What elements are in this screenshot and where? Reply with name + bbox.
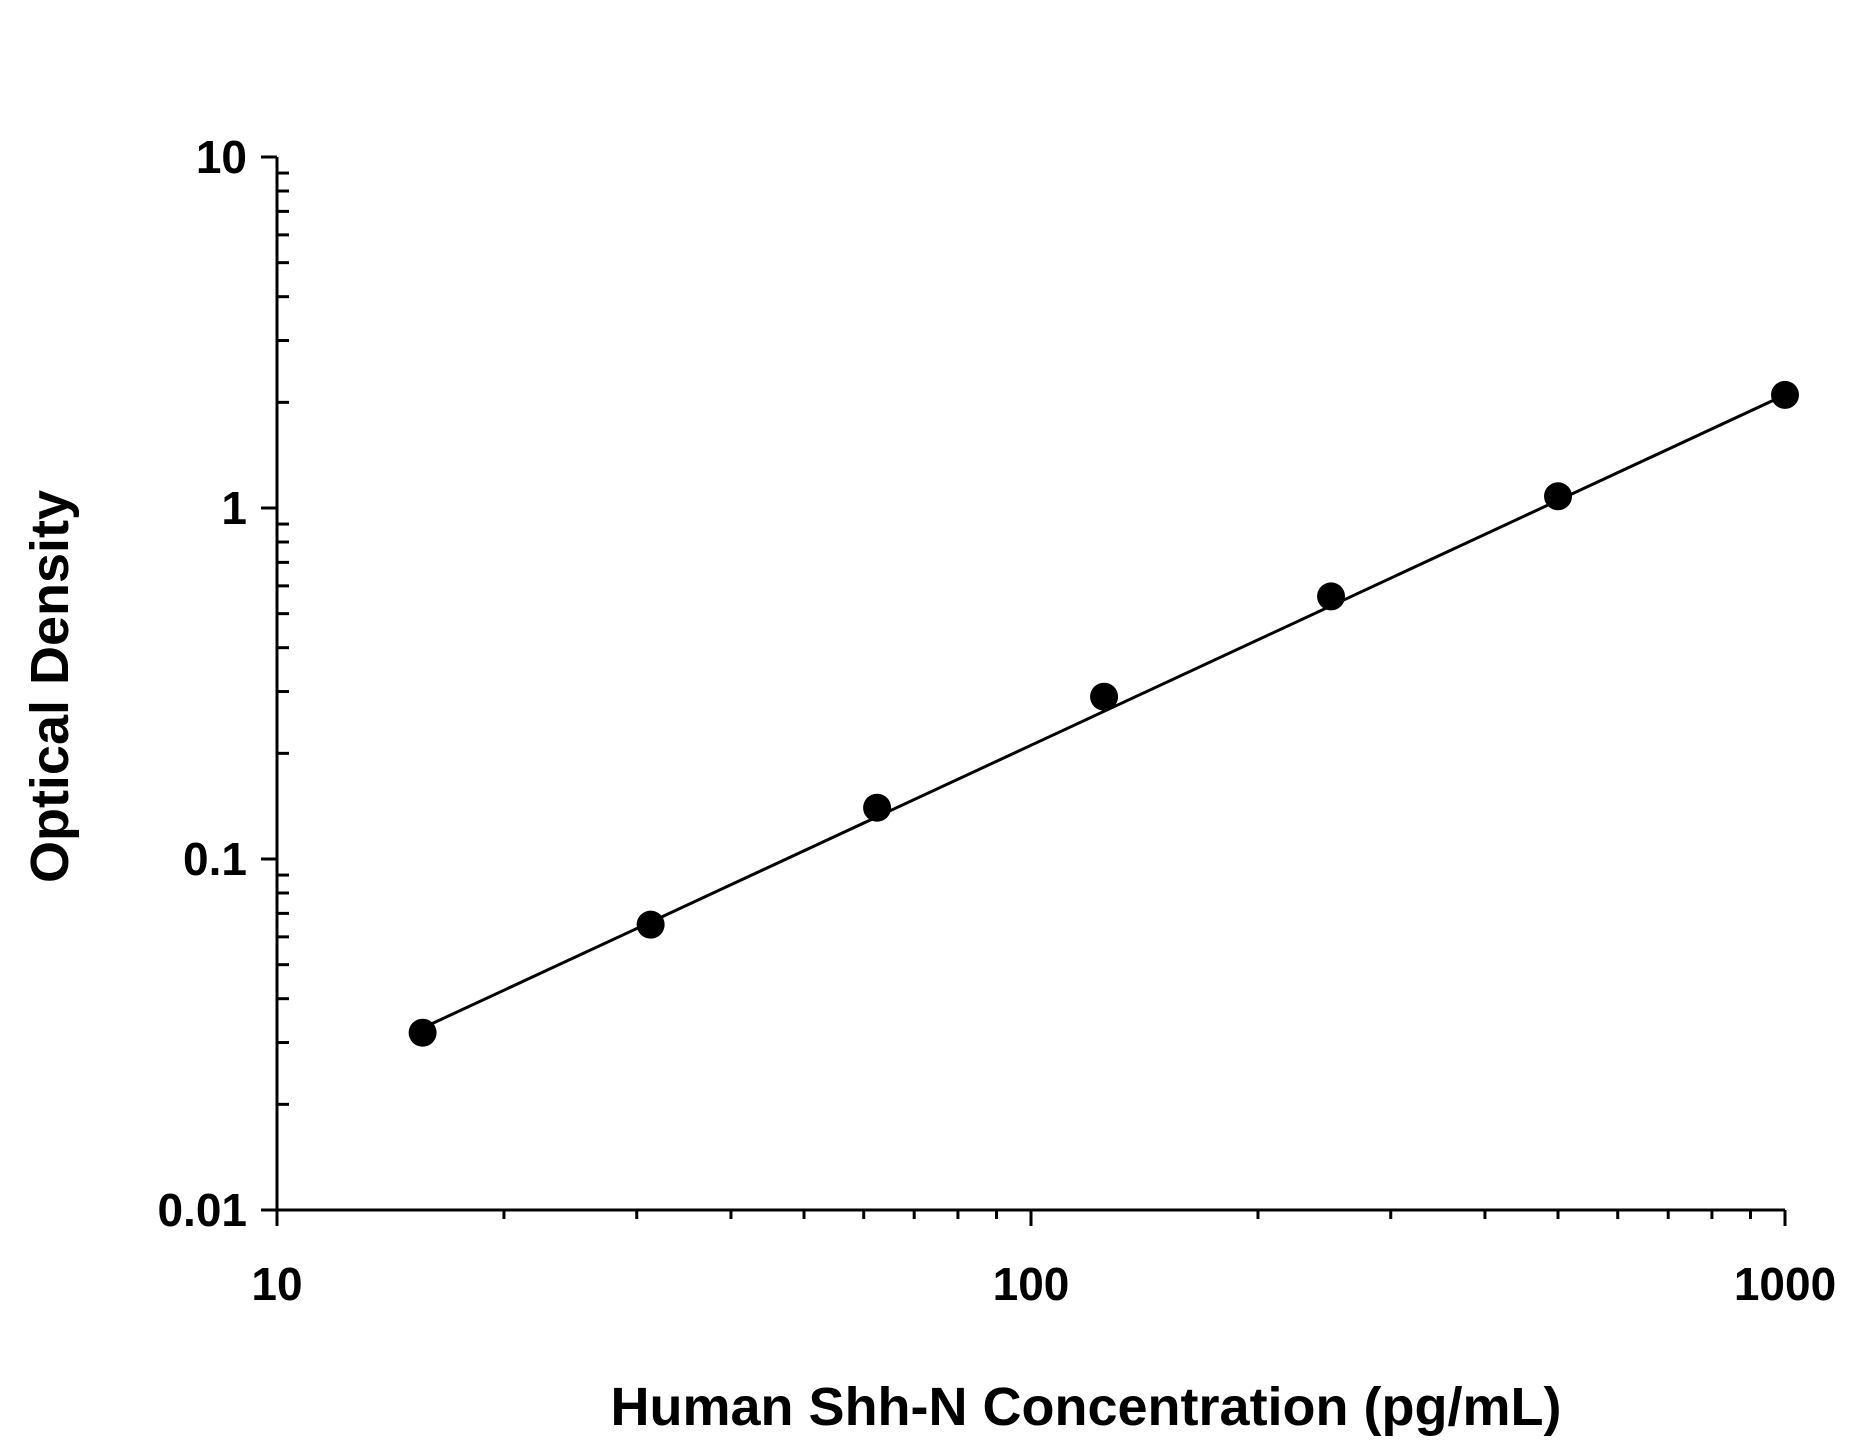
data-point [1771, 380, 1799, 409]
axes [261, 155, 1787, 1226]
data-point [1317, 582, 1346, 611]
y-tick-label-10: 10 [196, 131, 247, 183]
y-axis-title: Optical Density [20, 490, 80, 883]
data-point [1090, 682, 1119, 711]
x-ticks [275, 1210, 1787, 1226]
x-tick-label-1000: 1000 [1734, 1258, 1836, 1310]
x-axis-title: Human Shh-N Concentration (pg/mL) [611, 1377, 1562, 1437]
x-tick-label-100: 100 [993, 1258, 1070, 1310]
y-tick-labels: 0.01 0.1 1 10 [157, 131, 247, 1236]
data-point [636, 910, 665, 939]
fit-line [421, 393, 1786, 1030]
data-point [1544, 482, 1573, 511]
x-tick-label-10: 10 [251, 1258, 302, 1310]
y-tick-label-1: 1 [221, 482, 247, 534]
y-ticks [261, 155, 289, 1212]
x-tick-labels: 10 100 1000 [251, 1258, 1836, 1310]
fit-line-group [421, 393, 1786, 1030]
data-point [863, 793, 892, 822]
y-tick-label-0.1: 0.1 [183, 833, 247, 885]
y-tick-label-0.01: 0.01 [157, 1184, 247, 1236]
data-point [408, 1018, 437, 1047]
data-points [408, 380, 1799, 1047]
